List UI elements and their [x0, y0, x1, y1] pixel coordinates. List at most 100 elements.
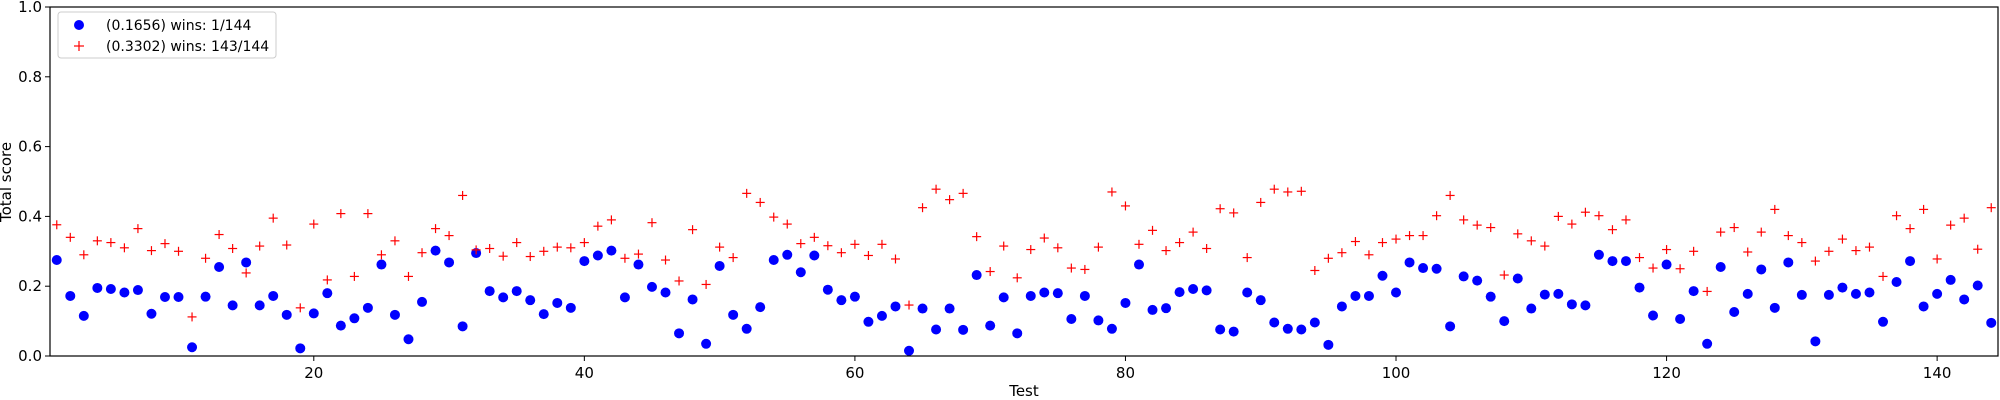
data-point-2-100 — [1391, 234, 1401, 244]
data-point-2-103 — [1432, 211, 1442, 221]
data-point-1-91 — [1269, 317, 1280, 328]
data-point-1-108 — [1499, 316, 1510, 327]
data-point-2-90 — [1256, 197, 1266, 207]
data-point-2-14 — [228, 244, 238, 254]
data-point-1-106 — [1472, 275, 1483, 286]
data-point-1-121 — [1675, 314, 1686, 325]
legend-entry-series-2: (0.3302) wins: 143/144 — [106, 39, 269, 55]
data-point-1-98 — [1363, 290, 1374, 301]
data-point-1-65 — [917, 303, 928, 314]
data-point-2-113 — [1567, 219, 1577, 229]
data-point-1-120 — [1661, 259, 1672, 270]
data-point-1-88 — [1228, 326, 1239, 337]
data-point-1-63 — [890, 301, 901, 312]
data-point-1-34 — [498, 292, 509, 303]
data-point-1-131 — [1810, 336, 1821, 347]
data-point-2-25 — [376, 250, 386, 260]
data-point-2-12 — [201, 253, 211, 263]
x-tick-label: 20 — [304, 364, 323, 382]
data-point-1-129 — [1783, 257, 1794, 268]
data-point-1-99 — [1377, 270, 1388, 281]
legend-marker-circle — [74, 20, 84, 30]
data-point-1-10 — [173, 292, 184, 303]
data-point-1-82 — [1147, 304, 1158, 315]
data-point-2-124 — [1716, 227, 1726, 237]
data-point-1-39 — [565, 302, 576, 313]
data-point-2-66 — [931, 184, 941, 194]
y-tick-label: 0.4 — [18, 207, 42, 225]
data-point-1-86 — [1201, 285, 1212, 296]
data-point-2-92 — [1283, 187, 1293, 197]
data-point-2-82 — [1148, 225, 1158, 235]
data-point-2-40 — [579, 238, 589, 248]
data-point-1-115 — [1593, 249, 1604, 260]
data-point-2-121 — [1675, 264, 1685, 274]
data-point-1-107 — [1485, 291, 1496, 302]
data-point-1-141 — [1945, 274, 1956, 285]
data-point-2-49 — [701, 279, 711, 289]
data-point-2-85 — [1188, 227, 1198, 237]
data-point-1-64 — [904, 345, 915, 356]
data-point-1-53 — [755, 302, 766, 313]
data-point-2-23 — [349, 271, 359, 281]
data-point-2-142 — [1959, 213, 1969, 223]
data-point-2-112 — [1553, 211, 1563, 221]
legend-box — [57, 11, 277, 59]
data-point-1-119 — [1648, 310, 1659, 321]
data-point-2-13 — [214, 230, 224, 240]
data-point-1-2 — [65, 290, 76, 301]
data-point-2-118 — [1635, 253, 1645, 263]
data-point-1-68 — [958, 324, 969, 335]
data-point-1-128 — [1769, 302, 1780, 313]
data-point-1-55 — [782, 249, 793, 260]
data-point-2-106 — [1472, 220, 1482, 230]
data-point-2-11 — [187, 312, 197, 322]
data-point-2-104 — [1445, 190, 1455, 200]
data-point-2-108 — [1499, 270, 1509, 280]
data-point-2-129 — [1783, 231, 1793, 241]
data-point-1-109 — [1512, 273, 1523, 284]
data-point-2-128 — [1770, 204, 1780, 214]
data-point-2-56 — [796, 239, 806, 249]
data-point-1-42 — [606, 245, 617, 256]
data-point-1-125 — [1729, 307, 1740, 318]
data-point-2-34 — [498, 251, 508, 261]
data-point-1-19 — [295, 343, 306, 354]
data-point-2-68 — [958, 188, 968, 198]
data-point-2-37 — [539, 246, 549, 256]
data-point-2-21 — [322, 275, 332, 285]
data-point-2-22 — [336, 209, 346, 219]
data-point-1-113 — [1566, 299, 1577, 310]
data-point-2-111 — [1540, 241, 1550, 251]
data-point-1-71 — [998, 292, 1009, 303]
data-point-2-125 — [1729, 223, 1739, 233]
data-point-1-79 — [1106, 323, 1117, 334]
data-point-2-102 — [1418, 231, 1428, 241]
data-point-1-52 — [741, 323, 752, 334]
data-point-2-122 — [1689, 246, 1699, 256]
data-point-1-84 — [1174, 287, 1185, 298]
data-point-2-58 — [823, 241, 833, 251]
x-tick-label: 140 — [1923, 364, 1952, 382]
data-point-2-72 — [1012, 273, 1022, 283]
data-point-1-75 — [1052, 288, 1063, 299]
data-point-1-135 — [1864, 287, 1875, 298]
data-point-1-31 — [457, 321, 468, 332]
data-point-2-31 — [458, 190, 468, 200]
data-point-1-59 — [836, 295, 847, 306]
data-point-1-11 — [187, 342, 198, 353]
y-tick-label: 0.0 — [18, 347, 42, 365]
data-point-2-69 — [972, 232, 982, 242]
data-point-1-5 — [105, 283, 116, 294]
data-point-2-59 — [836, 248, 846, 258]
data-point-1-40 — [579, 256, 590, 267]
data-point-1-22 — [335, 320, 346, 331]
data-point-2-130 — [1797, 238, 1807, 248]
data-point-2-46 — [661, 255, 671, 265]
data-marks — [51, 184, 1997, 356]
data-point-2-80 — [1120, 201, 1130, 211]
data-point-1-78 — [1093, 315, 1104, 326]
data-point-1-1 — [51, 255, 62, 266]
data-point-2-107 — [1486, 223, 1496, 233]
data-point-2-15 — [241, 268, 251, 278]
